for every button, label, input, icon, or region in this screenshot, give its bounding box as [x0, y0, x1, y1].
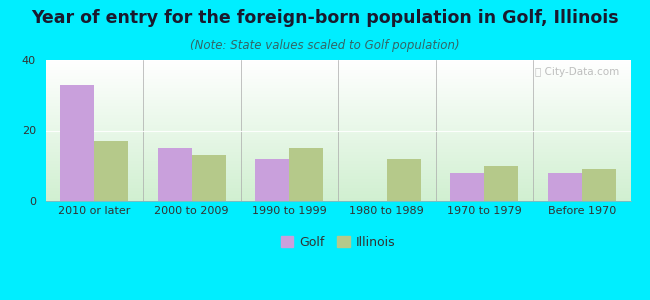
Text: ⓘ City-Data.com: ⓘ City-Data.com: [534, 67, 619, 77]
Bar: [547, 173, 582, 201]
Text: (Note: State values scaled to Golf population): (Note: State values scaled to Golf popul…: [190, 39, 460, 52]
Bar: [387, 159, 421, 201]
Bar: [450, 173, 484, 201]
Bar: [255, 159, 289, 201]
Bar: [157, 148, 192, 201]
Bar: [289, 148, 324, 201]
Bar: [94, 141, 129, 201]
Text: Year of entry for the foreign-born population in Golf, Illinois: Year of entry for the foreign-born popul…: [31, 9, 619, 27]
Bar: [192, 155, 226, 201]
Bar: [484, 166, 519, 201]
Legend: Golf, Illinois: Golf, Illinois: [276, 231, 400, 254]
Bar: [60, 85, 94, 201]
Bar: [582, 169, 616, 201]
